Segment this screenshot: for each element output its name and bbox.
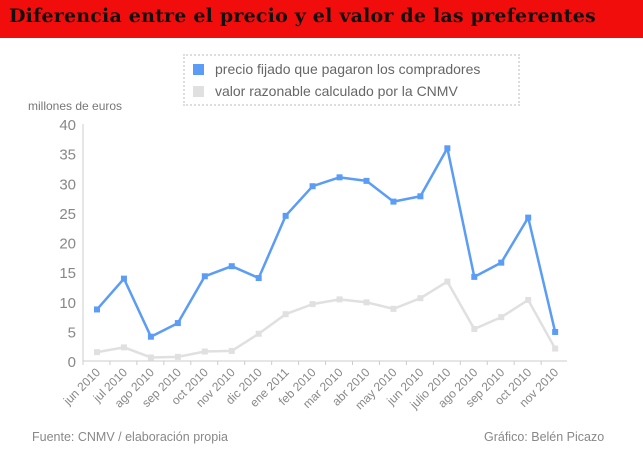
- legend-label-precio: precio fijado que pagaron los compradore…: [215, 61, 481, 77]
- data-point-0: [444, 145, 451, 152]
- data-point-0: [471, 273, 478, 280]
- y-tick-label: 5: [68, 324, 76, 341]
- data-point-1: [228, 347, 235, 354]
- data-point-1: [147, 354, 154, 361]
- data-point-0: [282, 212, 289, 219]
- data-point-1: [120, 344, 127, 351]
- legend-swatch-valor: [193, 85, 204, 97]
- data-point-1: [94, 349, 100, 356]
- source-note: Fuente: CNMV / elaboración propia: [32, 430, 228, 444]
- legend-item-valor: valor razonable calculado por la CNMV: [193, 83, 458, 99]
- data-point-0: [363, 177, 370, 184]
- data-point-1: [363, 299, 370, 306]
- data-point-0: [94, 306, 100, 313]
- data-point-0: [417, 193, 424, 200]
- data-point-1: [282, 311, 289, 318]
- series-line-1: [96, 280, 557, 359]
- data-point-1: [444, 278, 451, 285]
- data-point-1: [498, 314, 505, 321]
- data-point-0: [174, 320, 181, 327]
- data-point-0: [120, 275, 127, 282]
- data-point-1: [309, 301, 316, 308]
- data-point-1: [255, 330, 262, 337]
- y-tick-label: 20: [59, 236, 76, 253]
- y-tick-label: 15: [59, 265, 76, 282]
- y-tick-label: 30: [59, 176, 76, 193]
- data-point-0: [336, 174, 343, 181]
- legend-swatch-precio: [193, 63, 204, 75]
- data-point-1: [390, 305, 397, 312]
- data-point-0: [525, 214, 532, 221]
- y-tick-label: 35: [59, 147, 76, 164]
- data-point-1: [552, 345, 559, 352]
- data-point-0: [255, 275, 262, 282]
- credit-note: Gráfico: Belén Picazo: [484, 430, 605, 444]
- data-point-1: [174, 353, 181, 360]
- legend-item-precio: precio fijado que pagaron los compradore…: [193, 61, 480, 77]
- data-point-1: [201, 348, 208, 355]
- data-point-0: [552, 328, 559, 335]
- y-tick-label: 0: [68, 354, 76, 371]
- y-axis-label: millones de euros: [28, 99, 123, 113]
- legend-label-valor: valor razonable calculado por la CNMV: [215, 83, 458, 99]
- y-tick-label: 10: [59, 295, 76, 312]
- data-point-1: [417, 295, 424, 302]
- data-point-0: [201, 273, 208, 280]
- y-tick-label: 40: [59, 117, 76, 134]
- legend: precio fijado que pagaron los compradore…: [183, 54, 520, 106]
- y-tick-label: 25: [59, 206, 76, 223]
- data-point-1: [525, 296, 532, 303]
- data-point-0: [498, 259, 505, 266]
- data-point-0: [147, 333, 154, 340]
- data-point-0: [390, 198, 397, 205]
- data-point-0: [309, 183, 316, 190]
- title-banner: Diferencia entre el precio y el valor de…: [0, 0, 643, 38]
- series-line-0: [96, 147, 557, 338]
- data-point-1: [471, 326, 478, 333]
- chart-title: Diferencia entre el precio y el valor de…: [9, 5, 596, 27]
- data-point-0: [228, 263, 235, 270]
- data-point-1: [336, 296, 343, 303]
